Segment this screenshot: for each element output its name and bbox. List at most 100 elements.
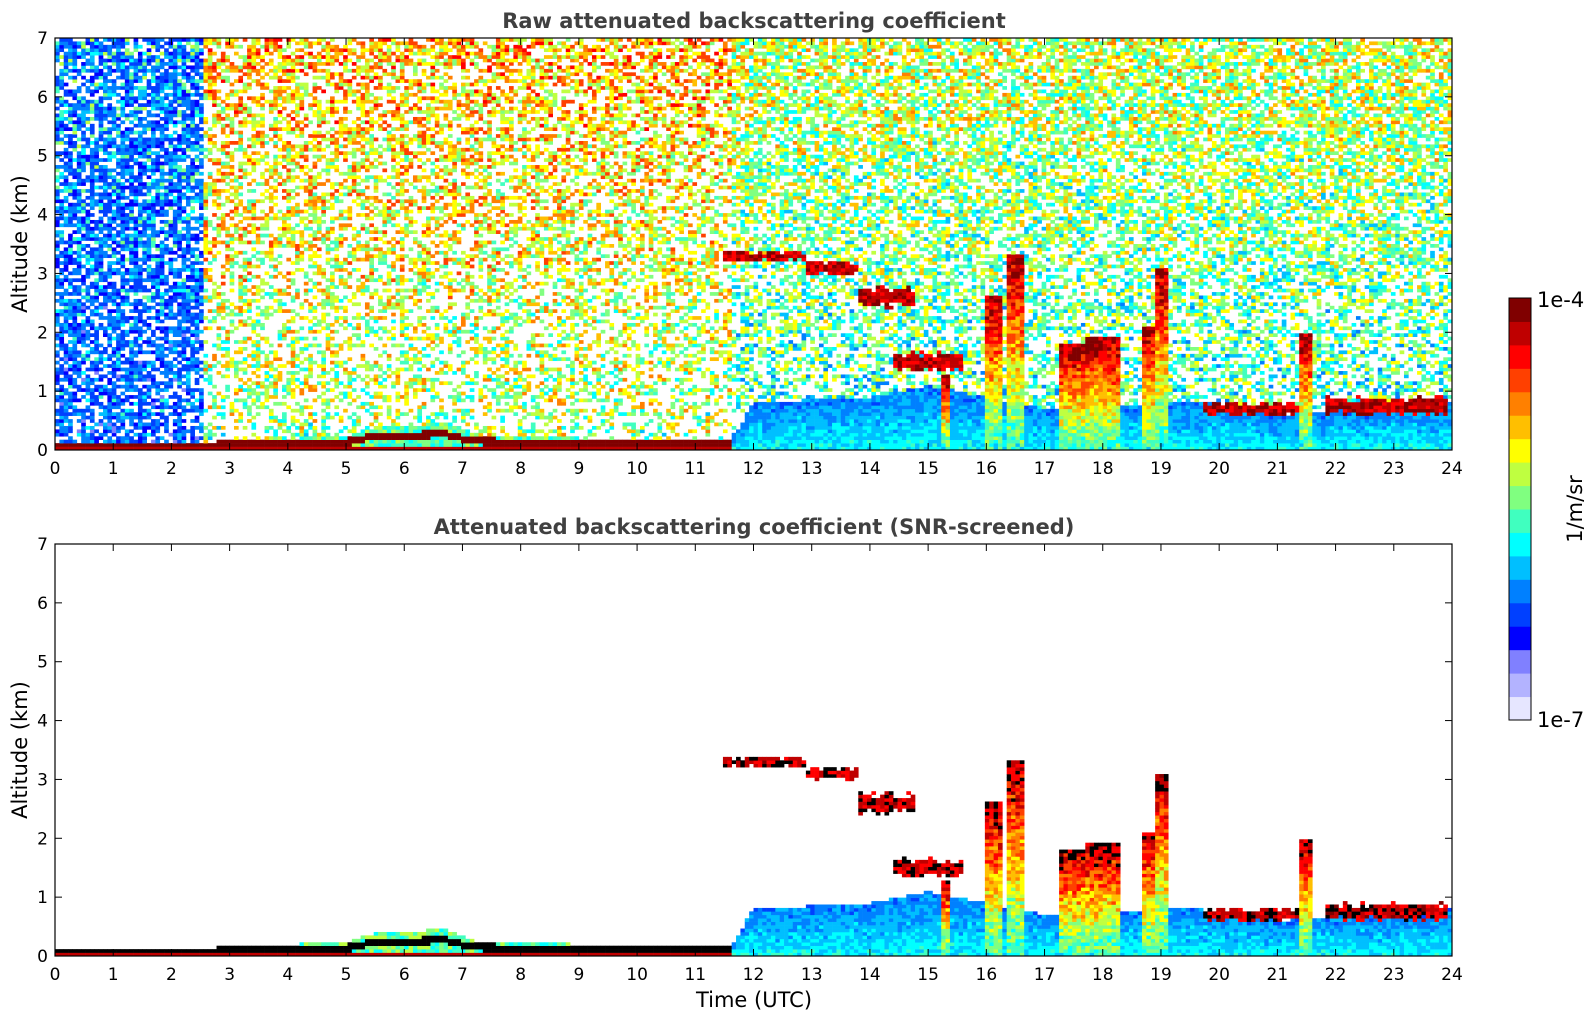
heatmap-cell [164,107,169,111]
heatmap-cell [55,333,60,337]
heatmap-cell [99,100,104,104]
heatmap-cell [182,45,187,49]
heatmap-cell [182,265,187,269]
heatmap-cell [269,292,274,296]
heatmap-cell [212,52,217,56]
heatmap-cell [120,52,125,56]
heatmap-cell [238,296,243,300]
heatmap-cell [195,285,200,289]
heatmap-cell [343,124,348,128]
heatmap-cell [186,241,191,245]
heatmap-cell [190,285,195,289]
heatmap-cell [208,433,213,437]
heatmap-cell [195,320,200,324]
heatmap-cell [160,364,165,368]
heatmap-cell [64,162,69,166]
heatmap-cell [134,323,139,327]
heatmap-cell [282,244,287,248]
heatmap-cell [81,412,86,416]
heatmap-cell [169,79,174,83]
heatmap-cell [190,65,195,69]
heatmap-cell [199,48,204,52]
heatmap-cell [120,83,125,87]
heatmap-cell [59,337,64,341]
heatmap-cell [308,93,313,97]
heatmap-cell [55,165,60,169]
heatmap-cell [142,429,147,433]
heatmap-cell [125,93,130,97]
heatmap-cell [243,148,248,152]
heatmap-cell [308,258,313,262]
heatmap-cell [251,100,256,104]
heatmap-cell [291,110,296,114]
heatmap-cell [86,443,91,447]
heatmap-cell [317,52,322,56]
heatmap-cell [155,309,160,313]
heatmap-cell [304,203,309,207]
heatmap-cell [99,186,104,190]
heatmap-cell [138,344,143,348]
heatmap-cell [147,127,152,131]
heatmap-cell [186,344,191,348]
heatmap-cell [208,90,213,94]
heatmap-cell [330,323,335,327]
heatmap-cell [120,399,125,403]
heatmap-cell [343,361,348,365]
heatmap-cell [247,158,252,162]
heatmap-cell [317,103,322,107]
heatmap-cell [64,402,69,406]
heatmap-cell [134,361,139,365]
heatmap-cell [208,62,213,66]
heatmap-cell [90,285,95,289]
heatmap-cell [173,62,178,66]
heatmap-cell [273,158,278,162]
heatmap-cell [308,436,313,440]
heatmap-cell [129,289,134,293]
heatmap-cell [326,79,331,83]
heatmap-cell [164,103,169,107]
heatmap-cell [286,426,291,430]
heatmap-cell [55,45,60,49]
heatmap-cell [243,275,248,279]
heatmap-cell [155,261,160,265]
heatmap-cell [225,103,230,107]
heatmap-cell [317,100,322,104]
heatmap-cell [182,141,187,145]
heatmap-cell [190,344,195,348]
heatmap-cell [208,76,213,80]
heatmap-cell [142,124,147,128]
heatmap-cell [199,392,204,396]
heatmap-cell [107,395,112,399]
heatmap-cell [330,127,335,131]
heatmap-cell [326,168,331,172]
heatmap-cell [112,120,117,124]
heatmap-cell [286,114,291,118]
heatmap-cell [247,72,252,76]
heatmap-cell [147,278,152,282]
heatmap-cell [155,268,160,272]
heatmap-cell [142,193,147,197]
heatmap-cell [147,83,152,87]
heatmap-cell [195,282,200,286]
heatmap-cell [64,220,69,224]
heatmap-cell [251,158,256,162]
heatmap-cell [120,244,125,248]
heatmap-cell [243,168,248,172]
heatmap-cell [234,340,239,344]
heatmap-cell [86,433,91,437]
heatmap-cell [190,172,195,176]
heatmap-cell [221,416,226,420]
heatmap-cell [103,186,108,190]
heatmap-cell [59,278,64,282]
heatmap-cell [160,148,165,152]
heatmap-cell [234,313,239,317]
heatmap-cell [251,326,256,330]
heatmap-cell [147,412,152,416]
heatmap-cell [295,364,300,368]
heatmap-cell [160,381,165,385]
heatmap-cell [77,419,82,423]
heatmap-cell [182,254,187,258]
heatmap-cell [199,110,204,114]
heatmap-cell [234,69,239,73]
heatmap-cell [326,340,331,344]
